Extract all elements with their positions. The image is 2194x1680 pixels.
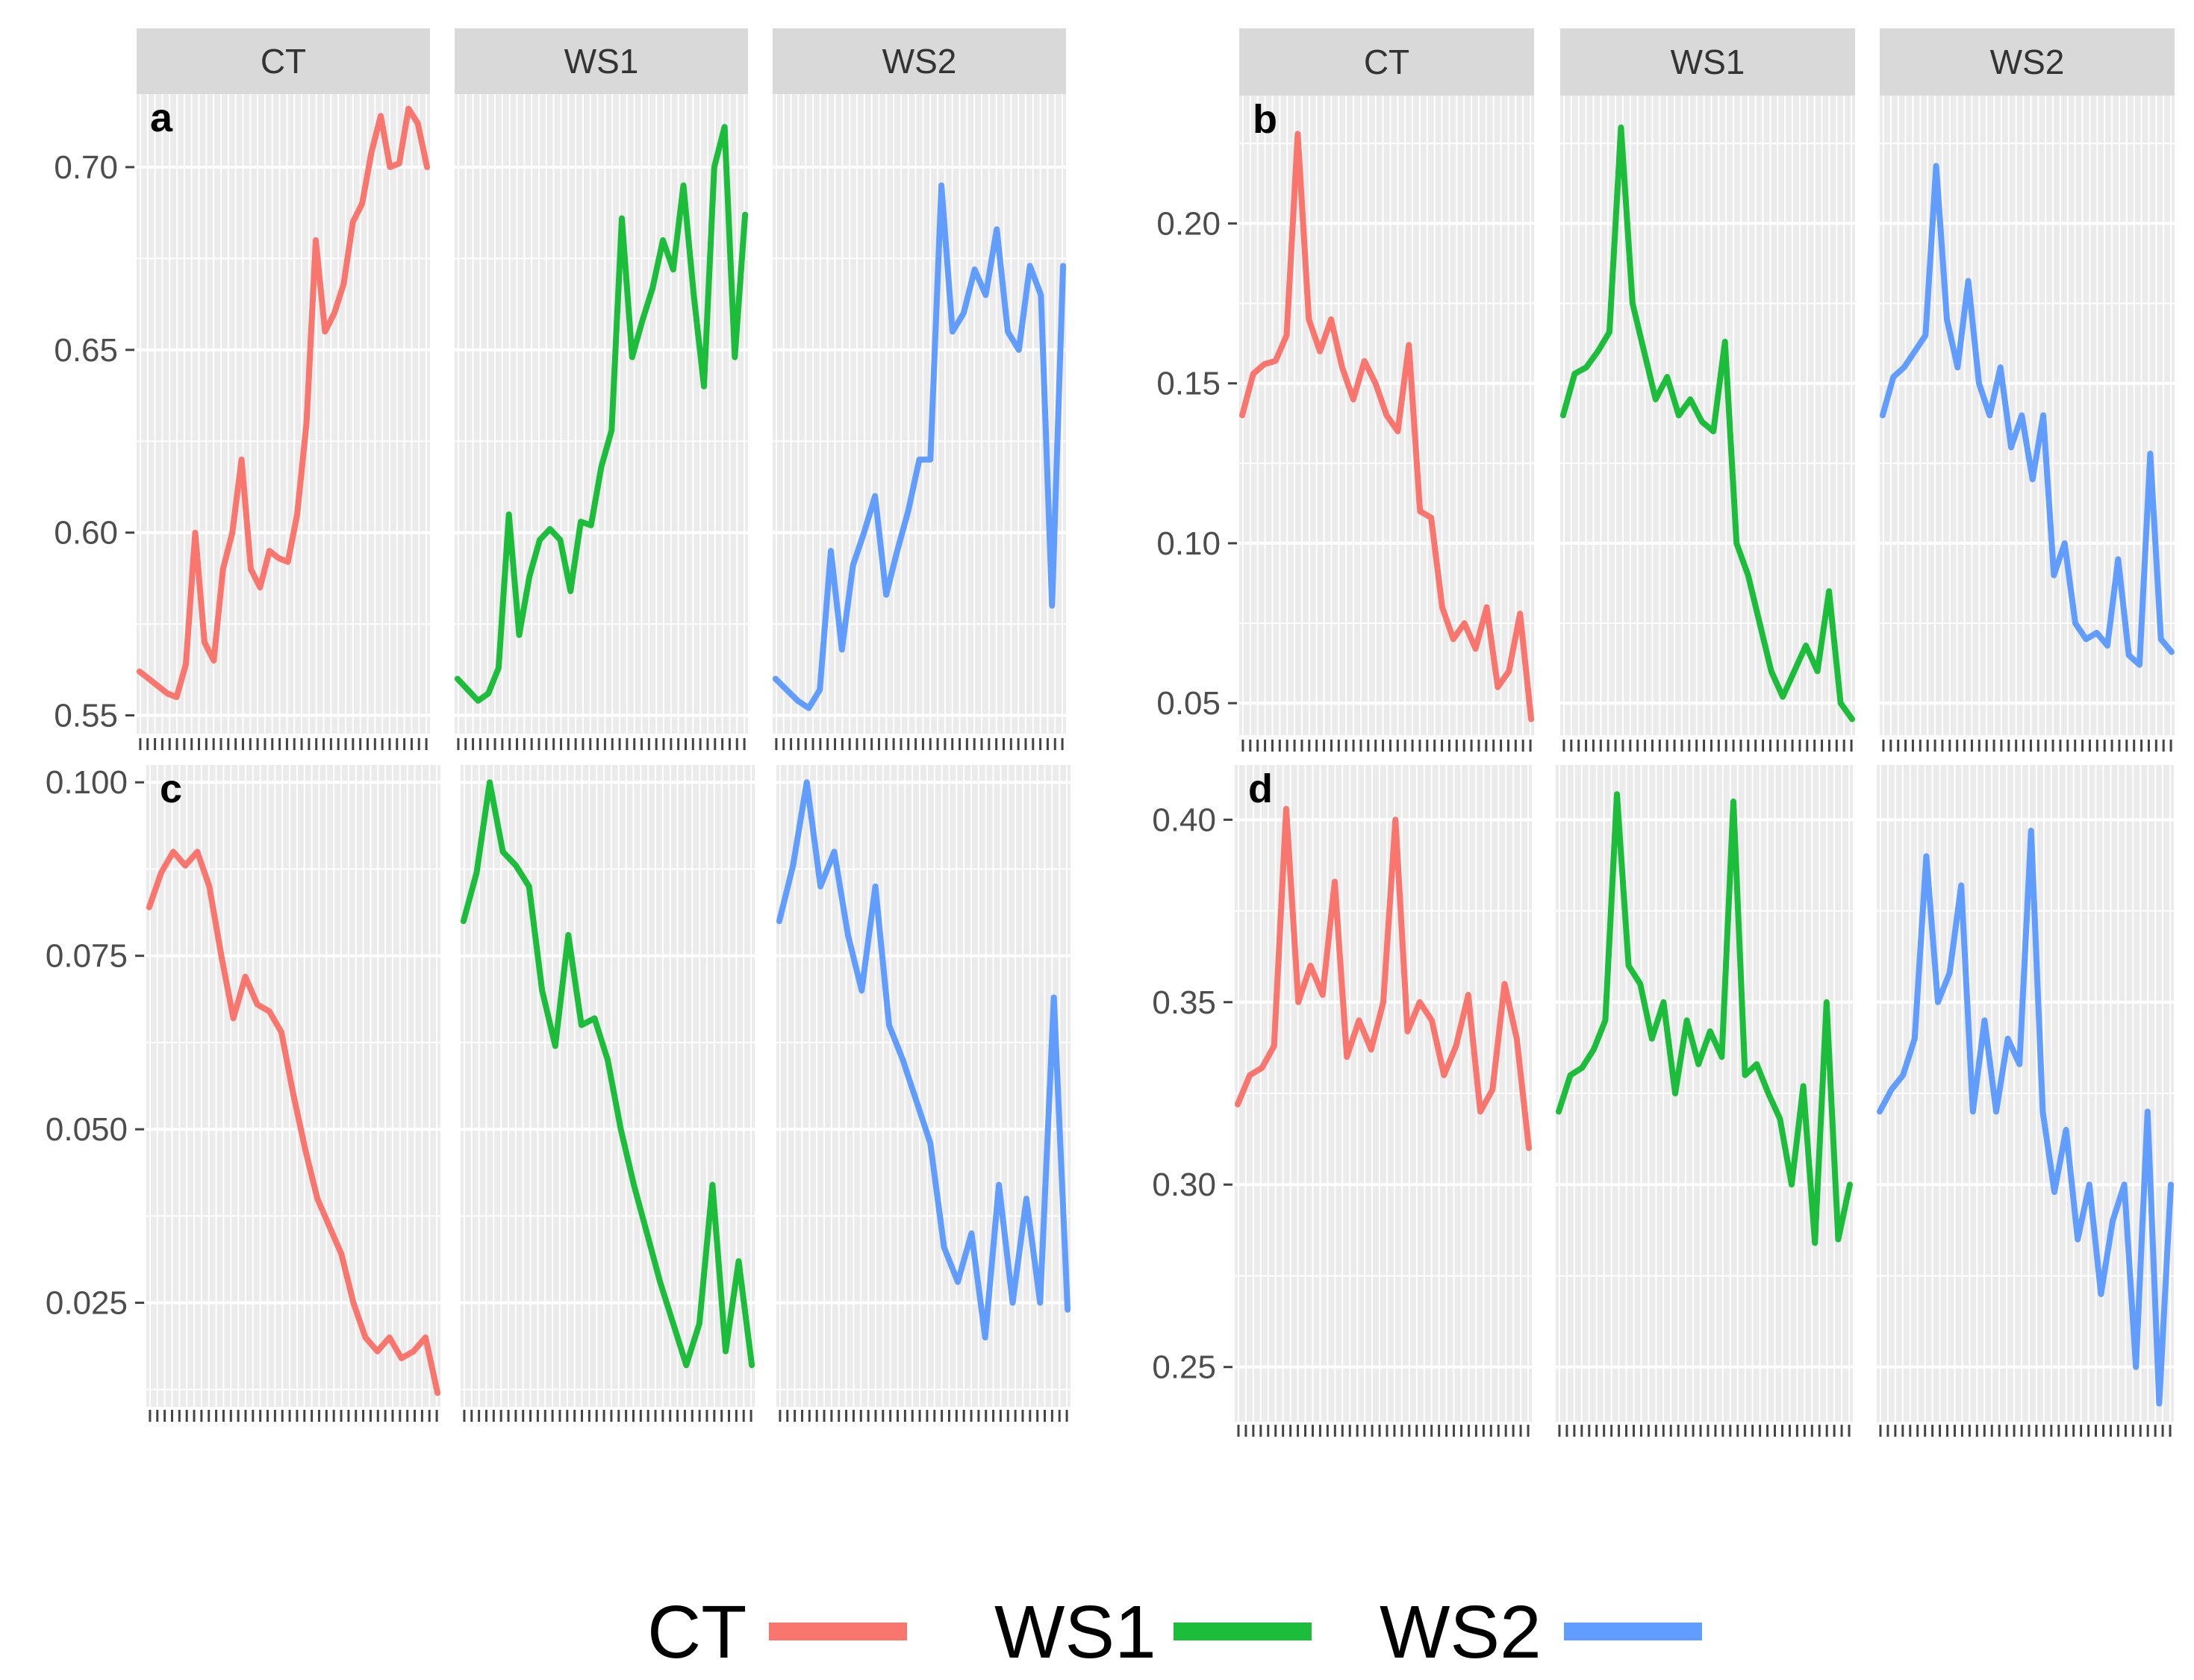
y-tick-label: 0.050: [46, 1111, 128, 1148]
series-line-ws2: [772, 182, 1067, 711]
series-line-ws1: [460, 779, 755, 1369]
facet-a-ws1: WS1: [454, 28, 749, 750]
facet-strip-label: CT: [261, 42, 306, 81]
facet-d-ct: [1235, 765, 1532, 1437]
panel-a: CT WS1 WS2 0.55 0.60 0.65 0.70 a: [54, 28, 1067, 750]
plot-background: [1880, 96, 2175, 735]
facet-strip: [1239, 28, 1534, 96]
series-line-ws1: [1559, 124, 1855, 722]
y-tick-label: 0.30: [1152, 1167, 1216, 1203]
panel-letter-d: d: [1248, 766, 1273, 811]
facet-a-ct: CT: [136, 28, 431, 750]
plot-background: [773, 94, 1066, 734]
y-tick-label: 0.100: [46, 764, 128, 801]
facet-strip: [1880, 28, 2175, 96]
panel-b: CT WS1 WS2 0.05 0.10 0.15 0.20 b: [1156, 28, 2175, 752]
series-line-ct: [1235, 805, 1532, 1152]
legend-label-ws2: WS2: [1380, 1590, 1542, 1674]
y-tick-label: 0.025: [46, 1285, 128, 1322]
facet-b-ct: CT: [1239, 28, 1535, 752]
series-line-ws2: [1879, 163, 2175, 668]
series-line-ct: [136, 105, 431, 700]
series-line-ct: [146, 849, 441, 1396]
legend: CT WS1 WS2: [647, 1590, 1702, 1674]
y-tick-label: 0.075: [46, 938, 128, 975]
y-tick-label: 0.60: [54, 515, 118, 552]
y-tick-label: 0.10: [1156, 525, 1221, 562]
y-tick-label: 0.05: [1156, 685, 1221, 722]
facet-c-ws1: [460, 765, 755, 1422]
facet-strip-label: WS2: [882, 42, 957, 81]
plot-background: [776, 765, 1070, 1407]
plot-background: [461, 765, 755, 1407]
y-tick-label: 0.15: [1156, 366, 1221, 402]
facet-b-ws2: WS2: [1879, 28, 2175, 752]
panel-c: 0.025 0.050 0.075 0.100 c: [46, 764, 1071, 1422]
series-line-ws1: [454, 124, 749, 704]
facet-strip: [455, 28, 748, 94]
y-tick-label: 0.35: [1152, 984, 1216, 1021]
y-tick-label: 0.20: [1156, 205, 1221, 242]
facet-d-ws1: [1556, 765, 1853, 1437]
plot-background: [137, 94, 430, 734]
facet-strip-label: CT: [1364, 43, 1409, 81]
legend-label-ct: CT: [647, 1590, 747, 1674]
legend-label-ws1: WS1: [994, 1590, 1156, 1674]
facet-b-ws1: WS1: [1559, 28, 1855, 752]
series-line-ws1: [1556, 791, 1853, 1246]
facet-strip-label: WS1: [1671, 43, 1745, 81]
series-line-ws2: [1877, 828, 2174, 1407]
y-tick-label: 0.70: [54, 149, 118, 186]
facet-strip: [137, 28, 430, 94]
panels-layer: CT WS1 WS2 0.55 0.60 0.65 0.70 a CT WS1 WS2 0.05 0.1…: [46, 28, 2175, 1437]
facet-a-ws2: WS2: [772, 28, 1067, 750]
y-tick-label: 0.25: [1152, 1349, 1216, 1386]
y-tick-label: 0.65: [54, 332, 118, 369]
panel-letter-b: b: [1253, 97, 1277, 142]
plot-background: [1560, 96, 1855, 735]
facet-strip: [1560, 28, 1855, 96]
series-line-ct: [1239, 131, 1535, 722]
panel-d: 0.25 0.30 0.35 0.40 d: [1152, 765, 2174, 1437]
series-line-ws2: [776, 779, 1071, 1340]
facet-d-ws2: [1877, 765, 2174, 1437]
facet-c-ct: [146, 765, 441, 1422]
panel-letter-a: a: [150, 96, 173, 140]
facet-strip-label: WS1: [564, 42, 639, 81]
y-tick-label: 0.55: [54, 698, 118, 734]
panel-letter-c: c: [160, 766, 182, 811]
facet-strip-label: WS2: [1990, 43, 2065, 81]
y-tick-label: 0.40: [1152, 802, 1216, 838]
facet-strip: [773, 28, 1066, 94]
facet-c-ws2: [776, 765, 1071, 1422]
